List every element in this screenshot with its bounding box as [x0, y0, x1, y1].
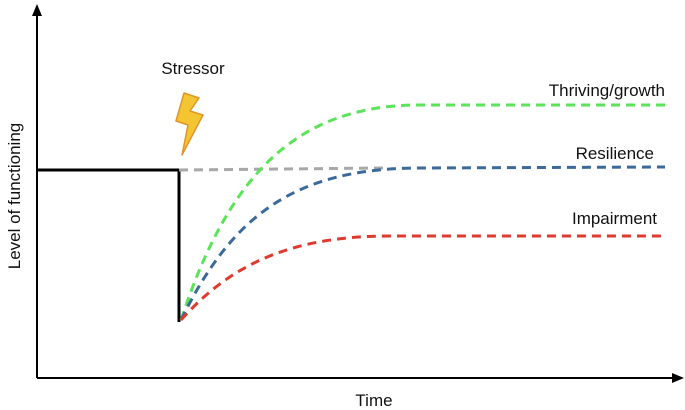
impairment-curve — [179, 234, 665, 321]
stressor-label: Stressor — [161, 59, 225, 78]
impairment-label: Impairment — [572, 209, 657, 228]
baseline-functioning-line — [37, 168, 181, 322]
resilience-label: Resilience — [576, 144, 654, 163]
x-axis-label: Time — [355, 391, 392, 410]
y-axis-label: Level of functioning — [5, 123, 24, 270]
thriving-curve — [179, 103, 665, 321]
reference-level-line — [178, 166, 386, 172]
x-axis-arrowhead — [672, 373, 684, 383]
y-axis-arrowhead — [32, 4, 42, 16]
resilience-curve — [179, 165, 666, 321]
lightning-bolt-icon — [175, 92, 204, 156]
thriving-label: Thriving/growth — [549, 81, 665, 100]
